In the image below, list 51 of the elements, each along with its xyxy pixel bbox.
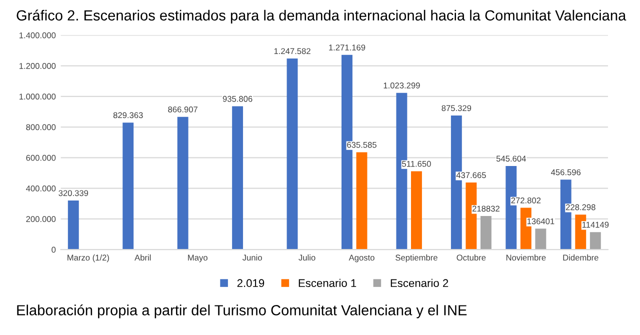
- x-tick-label: Octubre: [456, 254, 486, 261]
- chart-title: Gráfico 2. Escenarios estimados para la demanda internacional hacia la Comunitat Valenciana: [16, 10, 626, 24]
- y-tick-label: 600.000: [26, 154, 56, 161]
- data-label: 456.596: [550, 169, 581, 176]
- data-label: 1.271.169: [329, 44, 366, 50]
- bar: [480, 216, 492, 250]
- data-label: 1.023.299: [384, 82, 420, 88]
- y-tick-label: 1.400.000: [20, 32, 56, 38]
- legend-label: Escenario 1: [298, 278, 356, 288]
- y-tick-label: 0: [52, 246, 56, 253]
- data-label: 829.363: [113, 112, 143, 118]
- bar: [232, 106, 244, 250]
- data-label: 218832: [472, 206, 500, 212]
- bar: [286, 58, 298, 250]
- data-label: 136401: [527, 218, 554, 224]
- data-label: 511.650: [402, 160, 431, 167]
- data-label: 437.665: [456, 172, 486, 178]
- bar: [356, 152, 368, 250]
- data-label: 272.802: [511, 197, 541, 204]
- bar: [411, 171, 422, 250]
- bar: [68, 200, 79, 250]
- x-tick-label: Agosto: [348, 254, 374, 262]
- data-label: 228.298: [566, 204, 596, 210]
- y-tick-label: 1.200.000: [20, 63, 56, 69]
- data-label: 114149: [582, 222, 609, 228]
- y-tick-label: 200.000: [26, 216, 56, 222]
- data-label: 320.339: [58, 190, 88, 196]
- x-tick-label: Noviembre: [506, 254, 546, 261]
- bar: [177, 116, 188, 250]
- data-label: 545.604: [496, 156, 526, 162]
- y-tick-label: 400.000: [26, 186, 56, 192]
- x-tick-label: Junio: [242, 254, 262, 261]
- text: Elaboración propia a partir del Turismo Comunitat Valenciana y el INE: [17, 304, 467, 318]
- x-tick-label: Mayo: [188, 254, 208, 262]
- data-label: 635.585: [347, 142, 376, 148]
- x-tick-label: Abril: [134, 254, 151, 261]
- legend-label: Escenario 2: [390, 278, 448, 288]
- bar: [122, 122, 134, 250]
- bar: [590, 232, 601, 250]
- data-label: 875.329: [442, 105, 472, 112]
- bar: [535, 228, 546, 250]
- data-label: 866.907: [168, 106, 198, 112]
- legend-label: 2.019: [237, 279, 264, 288]
- y-tick-label: 800.000: [26, 124, 56, 130]
- data-label: 1.247.582: [274, 48, 310, 54]
- x-tick-label: Septiembre: [396, 254, 438, 262]
- y-tick-label: 1.000.000: [20, 94, 56, 100]
- x-tick-label: Julio: [298, 254, 316, 261]
- x-tick-label: Marzo (1/2): [68, 254, 109, 262]
- data-label: 935.806: [222, 96, 252, 102]
- x-tick-label: Didembre: [563, 254, 598, 261]
